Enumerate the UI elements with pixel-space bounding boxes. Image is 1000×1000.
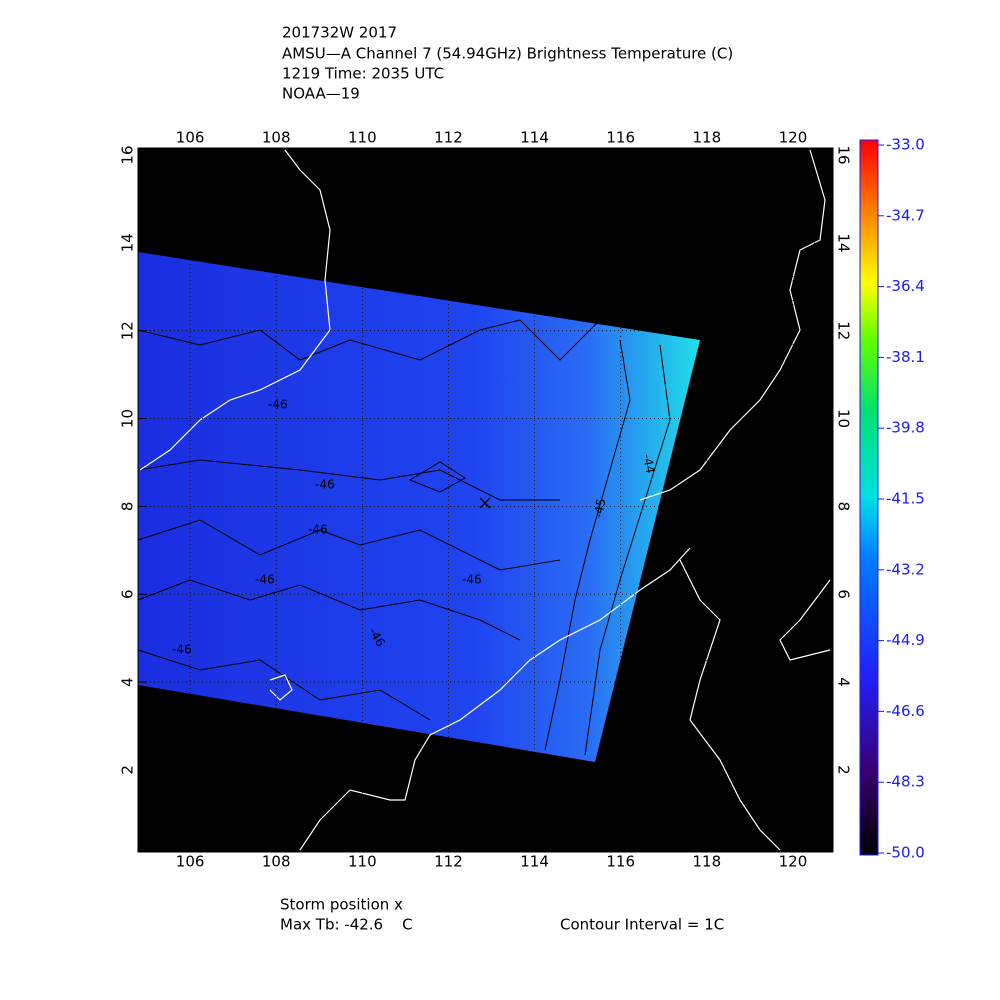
x-tick-label: 118 <box>693 129 722 147</box>
contour-line <box>137 579 521 641</box>
y-tick-label: 4 <box>119 677 137 687</box>
x-tick-label: 110 <box>348 129 377 147</box>
title-line: NOAA—19 <box>282 85 360 103</box>
y-tick-label: 12 <box>835 321 853 340</box>
y-tick-label: 12 <box>119 321 137 340</box>
footer-text: Contour Interval = 1C <box>560 916 724 934</box>
coastline <box>139 149 331 471</box>
colorbar-label: -48.3 <box>886 773 925 791</box>
x-tick-label: 118 <box>693 853 722 871</box>
contour-line <box>137 319 601 361</box>
y-tick-label: 10 <box>119 409 137 428</box>
colorbar-label: -38.1 <box>886 348 925 366</box>
colorbar-label: -41.5 <box>886 490 925 508</box>
colorbar-label: -34.7 <box>886 206 925 224</box>
title-line: AMSU—A Channel 7 (54.94GHz) Brightness T… <box>282 45 733 63</box>
contours <box>137 319 671 756</box>
coastline <box>639 149 826 501</box>
contour-line <box>584 344 671 756</box>
footer: Storm position x Max Tb: -42.6 C Contour… <box>280 896 724 934</box>
x-tick-label: 108 <box>262 129 291 147</box>
x-tick-label: 108 <box>262 853 291 871</box>
y-tick-label: 2 <box>119 765 137 775</box>
header: 201732W 2017 AMSU—A Channel 7 (54.94GHz)… <box>282 24 733 103</box>
y-tick-label: 16 <box>835 145 853 164</box>
contour-label: -46 <box>308 523 328 537</box>
coastline <box>299 547 691 851</box>
contour-line <box>137 649 431 721</box>
swath <box>138 252 700 762</box>
contour-line <box>137 459 560 501</box>
title-line: 1219 Time: 2035 UTC <box>282 65 444 83</box>
colorbar-label: -46.6 <box>886 702 925 720</box>
contour-label: -46 <box>255 573 275 587</box>
y-tick-label: 8 <box>119 502 137 512</box>
coastline <box>779 579 831 661</box>
y-tick-label: 10 <box>835 409 853 428</box>
x-tick-label: 114 <box>520 129 549 147</box>
y-tick-label: 2 <box>835 765 853 775</box>
y-tick-label: 16 <box>119 145 137 164</box>
map-frame <box>137 147 834 853</box>
x-tick-label: 106 <box>176 129 205 147</box>
contour-label: -46 <box>462 573 482 587</box>
colorbar-label: -43.2 <box>886 560 925 578</box>
colorbar-label: -36.4 <box>886 277 925 295</box>
x-tick-label: 116 <box>606 853 635 871</box>
x-tick-label: 112 <box>434 129 463 147</box>
contour-label: -44 <box>640 453 657 475</box>
colorbar-label: -39.8 <box>886 419 925 437</box>
y-tick-label: 14 <box>835 233 853 252</box>
colorbar <box>859 139 879 856</box>
storm-x <box>479 497 491 509</box>
contour-line <box>544 339 631 751</box>
footer-text: Max Tb: -42.6 C <box>280 916 413 934</box>
storm-marker <box>479 497 491 509</box>
x-tick-label: 106 <box>176 853 205 871</box>
contour-label: -46 <box>315 478 335 492</box>
y-tick-label: 6 <box>119 589 137 599</box>
colorbar-label: -33.0 <box>886 136 925 154</box>
contour-label: -45 <box>591 497 608 519</box>
x-tick-label: 120 <box>779 853 808 871</box>
x-tick-label: 116 <box>606 129 635 147</box>
x-tick-label: 110 <box>348 853 377 871</box>
colorbar-label: -50.0 <box>886 844 925 862</box>
coastline <box>269 674 293 701</box>
y-tick-label: 8 <box>835 502 853 512</box>
y-tick-label: 4 <box>835 677 853 687</box>
contour-label: -46 <box>268 398 288 412</box>
contour-label: -46 <box>172 643 192 657</box>
colorbar-label: -44.9 <box>886 631 925 649</box>
y-tick-label: 6 <box>835 589 853 599</box>
x-tick-label: 120 <box>779 129 808 147</box>
coastlines <box>139 149 831 851</box>
x-tick-label: 114 <box>520 853 549 871</box>
footer-text: Storm position x <box>280 896 403 914</box>
coastline <box>679 559 781 851</box>
title-line: 201732W 2017 <box>282 24 397 42</box>
y-tick-label: 14 <box>119 233 137 252</box>
contour-line <box>408 461 466 493</box>
x-tick-label: 112 <box>434 853 463 871</box>
contour-line <box>137 519 561 571</box>
